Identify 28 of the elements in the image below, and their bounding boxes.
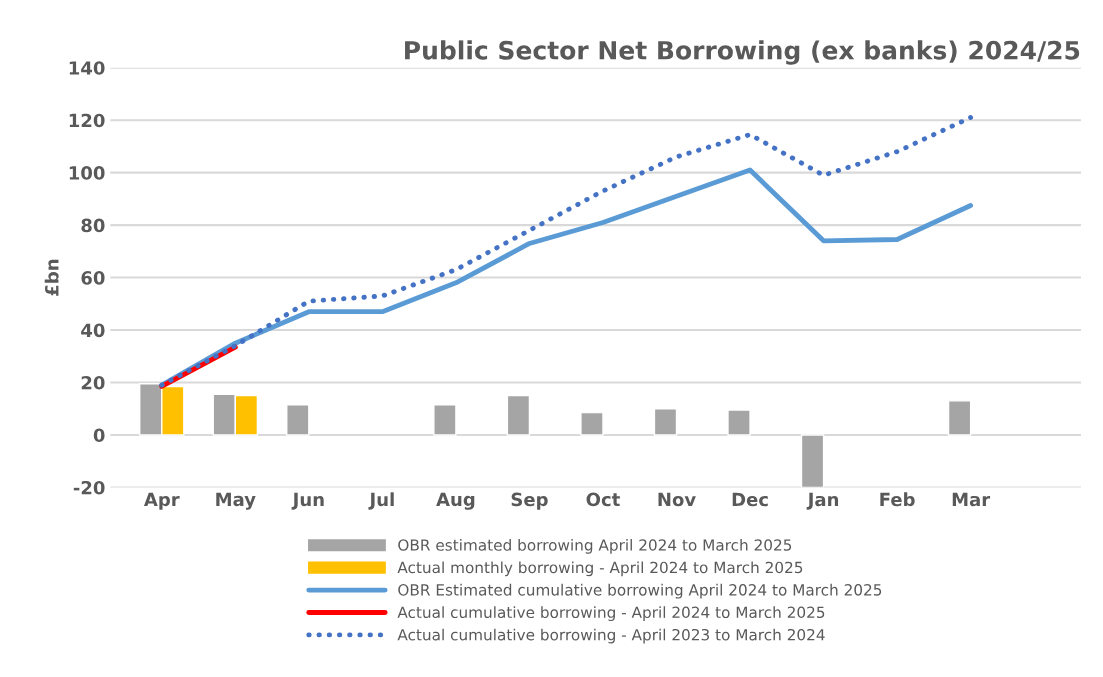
- y-tick-label: 140: [69, 61, 105, 75]
- x-tick-label: Jun: [291, 492, 324, 510]
- y-tick-label: 60: [81, 271, 105, 285]
- x-tick-label: Jul: [368, 492, 394, 510]
- y-tick-label: 40: [81, 323, 105, 338]
- y-tick-label: 120: [69, 113, 105, 128]
- x-tick-label: May: [216, 492, 256, 510]
- y-tick-label: -20: [73, 480, 105, 495]
- y-tick-label: 100: [69, 166, 105, 180]
- x-tick-label: Dec: [732, 492, 768, 507]
- y-tick-label: 0: [93, 428, 105, 443]
- x-tick-label: Oct: [586, 492, 620, 507]
- x-tick-label: Sep: [511, 492, 548, 510]
- x-tick-label: Jan: [806, 492, 839, 510]
- y-axis-title: £bn: [44, 259, 59, 296]
- x-tick-label: Aug: [436, 492, 475, 510]
- legend-label: Actual cumulative borrowing - April 2024 to March 2025: [397, 606, 825, 622]
- x-tick-label: Apr: [143, 492, 180, 510]
- y-tick-label: 20: [81, 375, 105, 390]
- legend-label: Actual cumulative borrowing - April 2023 to March 2024: [397, 628, 825, 644]
- x-tick-label: Mar: [952, 492, 991, 507]
- legend-label: OBR Estimated cumulative borrowing April 2024 to March 2025: [398, 583, 882, 599]
- legend-label: Actual monthly borrowing - April 2024 to March 2025: [397, 561, 803, 577]
- x-tick-label: Nov: [658, 492, 696, 507]
- legend-label: OBR estimated borrowing April 2024 to March 2025: [398, 538, 792, 554]
- chart-title: Public Sector Net Borrowing (ex banks) 2024/25: [405, 40, 1080, 65]
- y-tick-label: 80: [81, 218, 105, 233]
- x-tick-label: Feb: [880, 492, 915, 507]
